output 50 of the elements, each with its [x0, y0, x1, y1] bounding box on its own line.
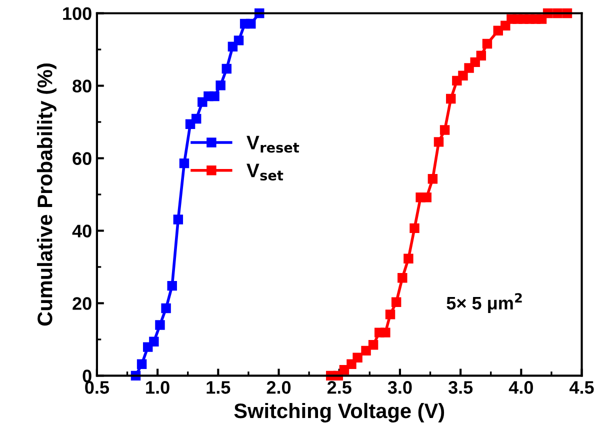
x-tick-label: 2.5	[327, 381, 352, 394]
y-tick-label: 80	[72, 80, 92, 92]
point	[398, 272, 408, 283]
point	[136, 359, 147, 369]
point	[361, 346, 371, 356]
legend-label: V$_{set}$	[246, 164, 284, 181]
x-tick-label: 0.5	[85, 381, 110, 394]
point	[404, 254, 414, 264]
point	[380, 328, 390, 338]
point	[440, 125, 450, 135]
point	[246, 18, 256, 29]
x-tick-label: 4.0	[508, 381, 533, 394]
point	[410, 223, 420, 234]
point	[458, 70, 468, 80]
point	[155, 320, 165, 330]
y-tick-label: 20	[72, 297, 92, 310]
y-tick-label: 0	[82, 370, 92, 382]
point	[234, 36, 244, 46]
legend-label: V$_{reset}$	[246, 136, 300, 153]
y-tick-label: 100	[63, 7, 92, 20]
point	[216, 80, 226, 90]
point	[173, 214, 184, 224]
annotation: 5× 5 μm$^{2}$	[446, 293, 522, 314]
x-tick-label: 1.0	[146, 381, 170, 394]
point	[191, 114, 202, 124]
point	[385, 310, 396, 320]
point	[422, 192, 432, 202]
point	[476, 50, 486, 61]
y-axis-title: Cumulative Probability (%)	[37, 64, 56, 326]
point	[161, 303, 171, 314]
x-tick-label: 1.5	[206, 381, 230, 394]
x-axis-title: Switching Voltage (V)	[234, 402, 444, 422]
x-tick-label: 4.5	[569, 381, 594, 394]
point	[434, 137, 444, 147]
x-tick-label: 3.0	[388, 381, 412, 394]
point	[222, 64, 232, 74]
point	[368, 340, 378, 350]
point	[352, 352, 362, 362]
point	[210, 91, 220, 102]
point	[179, 158, 190, 168]
point	[428, 174, 438, 184]
point	[167, 280, 177, 291]
x-tick-label: 2.0	[266, 381, 291, 394]
x-tick-label: 3.5	[448, 381, 473, 394]
point	[482, 38, 492, 49]
y-tick-label: 60	[72, 152, 92, 165]
point	[391, 297, 402, 307]
point	[149, 336, 159, 346]
y-tick-label: 40	[72, 224, 92, 238]
point	[446, 94, 456, 104]
